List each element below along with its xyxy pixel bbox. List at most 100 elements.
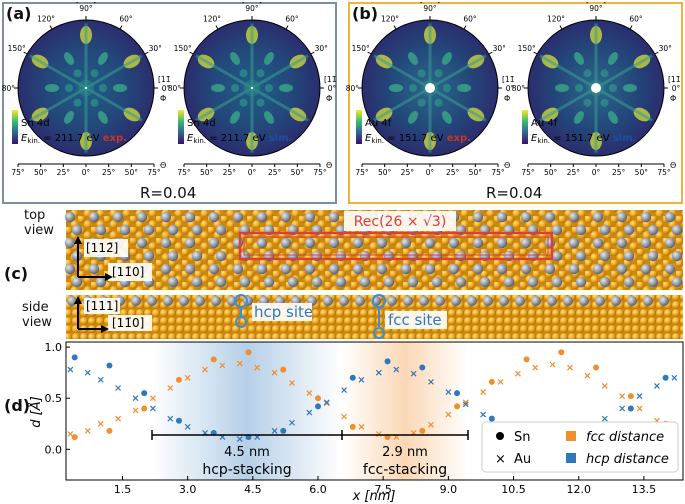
sn-atom	[232, 211, 244, 223]
sn-atom	[179, 296, 189, 306]
side-dir-x: [11̄0]	[112, 316, 144, 330]
x-tick-label: 6.0	[309, 483, 327, 496]
legend-hcp: hcp distance	[586, 452, 669, 467]
sn-atom	[376, 237, 388, 249]
top-direction-label: [112̄]	[586, 2, 606, 4]
right-direction-label: [11̄0]	[502, 75, 514, 84]
ekin-label: Ekin. = 211.7 eV exp.	[21, 133, 127, 145]
sn-atom	[184, 211, 196, 223]
side-dir-y: [111]	[86, 299, 118, 313]
sn-atom	[515, 296, 525, 306]
plot-frame	[65, 341, 684, 481]
x-tick-label: 7.5	[374, 483, 392, 496]
sn-atom	[483, 296, 493, 306]
sn-atom	[211, 296, 221, 306]
sn-atom	[311, 276, 323, 288]
sn-atom	[143, 250, 155, 262]
sn-atom	[376, 263, 388, 275]
side-view-axes: [111] [11̄0]	[74, 296, 152, 333]
sn-atom	[383, 276, 395, 288]
phi-tick-label: 60°	[463, 15, 477, 24]
top-view-label: top view	[24, 208, 54, 238]
au-point	[341, 387, 348, 393]
colorbar	[522, 110, 528, 144]
sn-atom	[595, 296, 605, 306]
sn-atom	[256, 211, 268, 223]
sn-atom	[623, 224, 635, 236]
sn-atom	[551, 276, 563, 288]
au-point	[271, 369, 278, 376]
sn-atom	[579, 296, 589, 306]
theta-tick-label: 75°	[355, 168, 369, 177]
sn-atom	[167, 250, 179, 262]
au-point	[289, 419, 295, 426]
au-point	[375, 369, 382, 376]
top-view-label-1: top	[24, 208, 46, 223]
top-direction-label: [112̄]	[420, 2, 440, 4]
theta-tick-label: 75°	[177, 168, 191, 177]
theta-tick-label: 75°	[521, 168, 535, 177]
sn-atom	[520, 237, 532, 249]
phi-tick-label: 60°	[119, 15, 133, 24]
theta-tick-label: 25°	[102, 168, 116, 177]
theta-tick-label: 50°	[635, 168, 649, 177]
sn-atom	[215, 250, 227, 262]
au-point	[567, 364, 573, 371]
au-point	[497, 378, 504, 385]
sn-atom	[472, 237, 484, 249]
phi-tick-label: 0°	[672, 84, 680, 93]
sn-atom	[191, 276, 203, 288]
sn-atom	[323, 296, 333, 306]
legend-fcc-marker	[566, 431, 576, 441]
phi-tick-label: 120°	[381, 15, 399, 24]
sn-atom	[671, 250, 683, 262]
sn-point	[71, 434, 78, 441]
sn-point	[210, 356, 217, 363]
sn-atom	[527, 276, 539, 288]
theta-tick-label: 25°	[401, 168, 415, 177]
sn-atom	[647, 276, 659, 288]
distance-chart: 1.5 3.0 4.5 6.0 7.5 9.0 10.5 12.0 13.50.00.51.0 …	[28, 341, 684, 504]
sn-atom	[328, 263, 340, 275]
sn-point	[315, 395, 322, 402]
sn-atom	[503, 276, 515, 288]
au-point	[549, 361, 556, 368]
colorbar	[178, 110, 184, 144]
x-tick-label: 12.0	[566, 483, 591, 496]
au-point	[445, 389, 452, 396]
x-tick-label: 13.5	[632, 483, 657, 496]
sn-atom	[472, 211, 484, 223]
sn-atom	[339, 296, 349, 306]
au-point	[584, 372, 591, 379]
theta-tick-label: 75°	[657, 168, 671, 177]
au-point	[601, 415, 608, 422]
diffraction-pattern	[195, 23, 309, 153]
phi-label: Φ	[504, 94, 510, 103]
sn-atom	[592, 263, 604, 275]
au-point	[654, 383, 660, 389]
au-point	[410, 370, 417, 377]
sn-atom	[88, 211, 100, 223]
theta-tick-label: 25°	[612, 168, 626, 177]
sn-atom	[448, 263, 460, 275]
phi-tick-label: 150°	[174, 44, 192, 53]
sn-atom	[64, 211, 76, 223]
sn-atom	[64, 237, 76, 249]
sn-atom	[143, 224, 155, 236]
legend-au-marker: ×	[495, 452, 506, 467]
sn-atom	[671, 276, 683, 288]
data-marks	[67, 349, 678, 443]
element-label: Au 4f	[531, 118, 558, 129]
sn-atom	[304, 211, 316, 223]
sn-atom	[163, 296, 173, 306]
fcc-region-shading	[342, 342, 468, 480]
sn-atom	[575, 224, 587, 236]
top-view-axes: [112̄] [11̄0]	[74, 236, 152, 281]
element-label: Sn 4d	[21, 118, 50, 129]
theta-label: Θ	[504, 161, 510, 170]
legend-hcp-marker	[566, 453, 576, 463]
polar-plot-a-exp: 90° 60° 30° 0° 150° 120° 180° [112̄] [11̄0] Φ 75° 5…	[2, 2, 170, 177]
au-point	[184, 374, 191, 381]
sn-point	[419, 364, 426, 371]
sn-atom	[435, 296, 445, 306]
